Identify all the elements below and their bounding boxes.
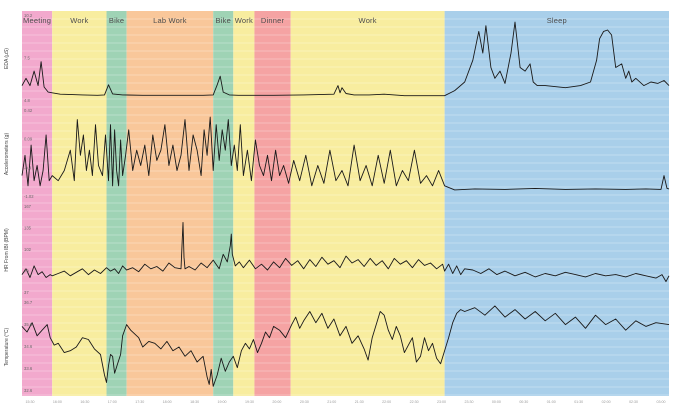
period-label-lab-work: Lab Work (153, 16, 187, 25)
y-axis-label-accelerometers-g: Accelerometers (g) (4, 133, 10, 176)
y-axis-label-eda-s: EDA (μS) (4, 48, 10, 69)
y-tick-label: 35.6 (24, 322, 33, 327)
x-tick-label: 20:00 (272, 400, 281, 404)
x-tick-label: 21:00 (327, 400, 336, 404)
x-tick-label: 17:30 (135, 400, 144, 404)
period-band-work (290, 11, 445, 396)
y-tick-label: 34.6 (24, 344, 33, 349)
x-tick-label: 18:00 (163, 400, 172, 404)
series-line-hr-from-ibi-bpm (21, 222, 670, 283)
period-band-work (233, 11, 255, 396)
period-label-meeting: Meeting (23, 16, 51, 25)
x-tick-label: 03:00 (657, 400, 666, 404)
x-tick-label: 23:00 (437, 400, 446, 404)
period-band-dinner (254, 11, 291, 396)
x-tick-label: 00:00 (492, 400, 501, 404)
x-tick-label: 23:30 (464, 400, 473, 404)
y-tick-label: 135 (24, 226, 32, 231)
y-tick-label: 167 (24, 204, 32, 209)
y-tick-label: 33.6 (24, 366, 33, 371)
period-label-bike: Bike (216, 16, 231, 25)
activity-period-bands (22, 11, 669, 396)
y-tick-label: 7.5 (24, 56, 30, 61)
axis-labels: EDA (μS) 10.2 7.5 4.8 Accelerometers (g) 0.42… (4, 13, 666, 404)
period-band-bike (213, 11, 234, 396)
period-label-work: Work (235, 16, 253, 25)
x-tick-label: 15:30 (26, 400, 35, 404)
period-labels: Meeting Work Bike Lab Work Bike Work Dinner Wor… (23, 16, 567, 25)
x-tick-label: 02:00 (602, 400, 611, 404)
x-tick-label: 20:30 (300, 400, 309, 404)
y-tick-label: 36.7 (24, 300, 33, 305)
period-band-lab-work (126, 11, 214, 396)
x-tick-label: 16:00 (53, 400, 62, 404)
series-line-accelerometers-g (21, 116, 670, 191)
y-tick-label: 0.09 (24, 137, 33, 142)
y-tick-label: -0.4 (24, 165, 32, 170)
period-label-work: Work (359, 16, 377, 25)
period-label-work: Work (70, 16, 88, 25)
y-tick-label: 10.2 (24, 13, 33, 18)
series-line-temperature-c (21, 305, 670, 387)
x-tick-label: 01:00 (547, 400, 556, 404)
y-tick-label: 70 (24, 269, 29, 274)
y-tick-label: 0.42 (24, 108, 33, 113)
period-label-bike: Bike (109, 16, 124, 25)
y-tick-label: 37 (24, 290, 29, 295)
y-tick-label: 102 (24, 247, 32, 252)
x-tick-label: 22:00 (382, 400, 391, 404)
x-tick-label: 16:30 (80, 400, 89, 404)
y-tick-label: 32.6 (24, 388, 33, 393)
x-tick-label: 19:00 (218, 400, 227, 404)
x-tick-label: 01:30 (574, 400, 583, 404)
period-label-dinner: Dinner (261, 16, 285, 25)
period-band-bike (106, 11, 127, 396)
x-tick-label: 19:30 (245, 400, 254, 404)
y-tick-label: -1.02 (24, 194, 34, 199)
x-tick-label: 21:30 (355, 400, 364, 404)
x-tick-label: 18:30 (190, 400, 199, 404)
signal-series (21, 21, 670, 387)
period-label-sleep: Sleep (547, 16, 567, 25)
y-tick-label: 4.8 (24, 98, 30, 103)
x-tick-label: 00:30 (519, 400, 528, 404)
x-tick-label: 22:30 (410, 400, 419, 404)
y-axis-label-hr-from-ibi-bpm: HR From IBI (BPM) (4, 228, 10, 272)
y-axis-label-temperature-c: Temperature (°C) (4, 327, 10, 366)
period-band-work (52, 11, 107, 396)
series-line-eda-s (21, 21, 670, 97)
x-tick-label: 02:30 (629, 400, 638, 404)
horizontal-gridlines (22, 18, 669, 396)
x-tick-label: 17:00 (108, 400, 117, 404)
period-band-sleep (444, 11, 669, 396)
